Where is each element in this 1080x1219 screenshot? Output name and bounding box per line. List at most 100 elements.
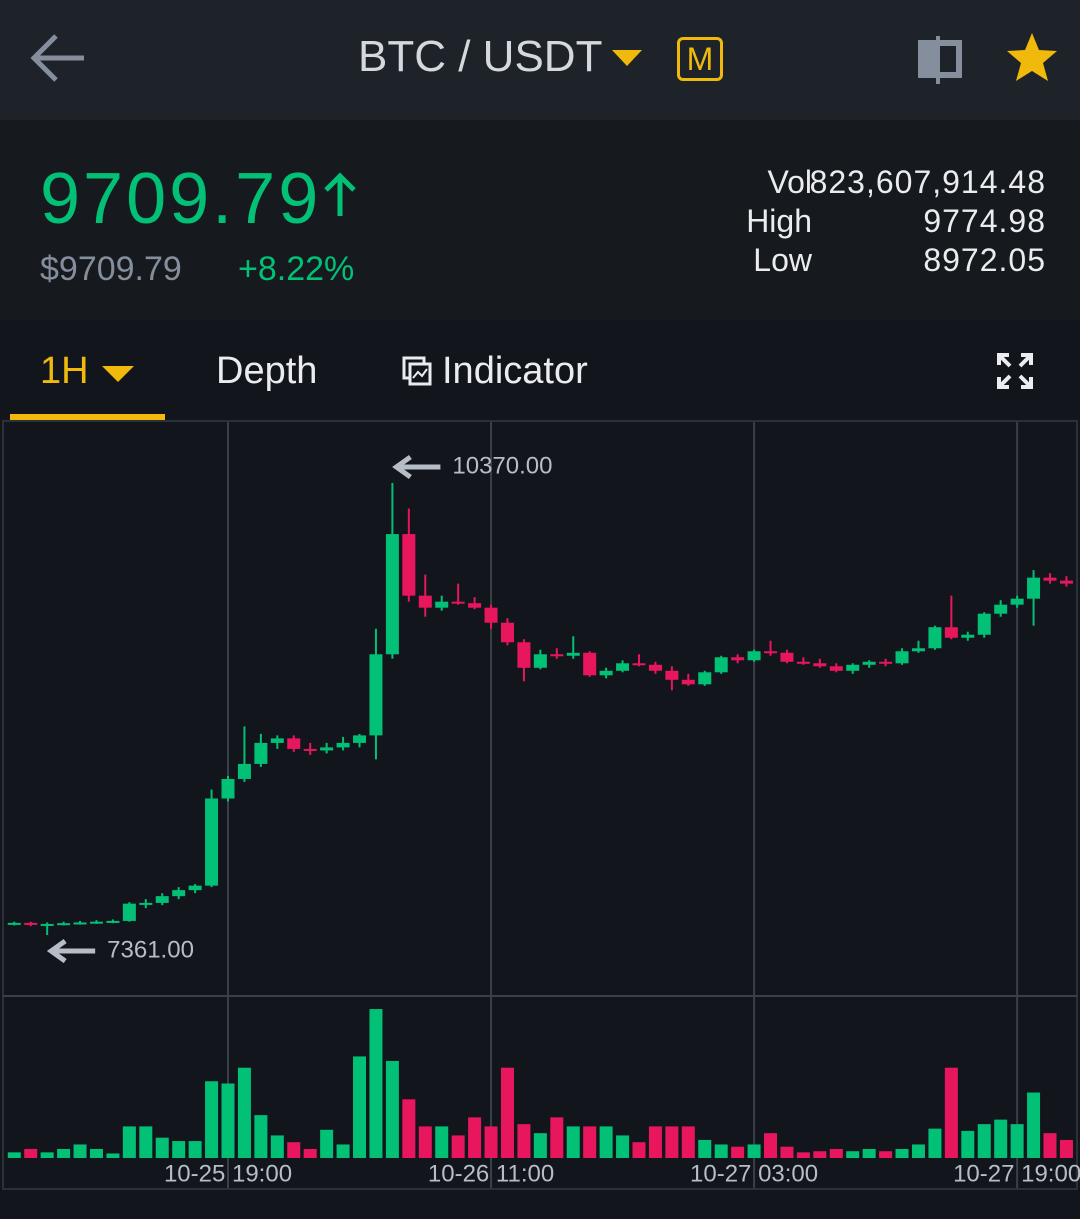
candle-body <box>846 664 860 671</box>
volume-bar <box>533 1133 547 1158</box>
volume-bar <box>796 1152 810 1158</box>
candle-body <box>747 651 761 661</box>
compare-icon[interactable] <box>914 34 966 86</box>
candle-body <box>205 798 219 886</box>
candle-body <box>320 747 334 751</box>
volume-bar <box>89 1148 103 1158</box>
candle-body <box>254 742 268 764</box>
volume-bar <box>336 1144 350 1158</box>
candle-body <box>698 672 712 685</box>
volume-bar <box>632 1142 646 1158</box>
x-tick-label: 10-27 03:00 <box>690 1160 818 1187</box>
candle-body <box>862 661 876 665</box>
indicator-tab[interactable]: Indicator <box>442 350 588 392</box>
candle-body <box>7 922 21 925</box>
volume-bar <box>994 1119 1008 1158</box>
candle-body <box>566 652 580 656</box>
candle-body <box>172 890 186 897</box>
volume-bar <box>205 1081 219 1158</box>
volume-bar <box>1010 1124 1024 1158</box>
header: BTC / USDT M <box>0 0 1080 120</box>
candle-body <box>994 604 1008 614</box>
candle-body <box>402 534 416 596</box>
volume-bar <box>320 1129 334 1158</box>
volume-bar <box>764 1133 778 1158</box>
candle-body <box>385 534 399 655</box>
high-price-arrow <box>392 454 441 480</box>
volume-bar <box>303 1148 317 1158</box>
volume-bar <box>1043 1133 1057 1158</box>
volume-bar <box>24 1148 38 1158</box>
candle-body <box>122 903 136 921</box>
pair-dropdown[interactable] <box>610 48 644 68</box>
volume-bar <box>287 1142 301 1158</box>
volume-bar <box>879 1151 893 1158</box>
margin-badge: M <box>677 37 723 81</box>
usd-price: $9709.79 <box>40 250 182 288</box>
back-button[interactable] <box>28 30 88 86</box>
volume-bar <box>172 1141 186 1158</box>
candle-body <box>764 651 778 654</box>
volume-bar <box>484 1126 498 1158</box>
candle-body <box>961 634 975 638</box>
volume-bar <box>698 1139 712 1158</box>
candle-body <box>155 896 169 903</box>
x-tick-label: 10-26 11:00 <box>428 1160 554 1187</box>
candle-body <box>188 885 202 891</box>
volume-bar <box>829 1148 843 1158</box>
volume-bar <box>402 1099 416 1158</box>
volume-bar <box>73 1144 87 1158</box>
volume-bar <box>500 1067 514 1158</box>
candle-body <box>911 648 925 652</box>
candle-body <box>106 920 120 923</box>
volume-bar <box>616 1135 630 1158</box>
volume-bar <box>435 1126 449 1158</box>
candle-body <box>1027 577 1041 599</box>
fullscreen-button[interactable] <box>996 352 1034 390</box>
volume-bar <box>681 1126 695 1158</box>
volume-bar <box>550 1117 564 1158</box>
volume-bar <box>451 1135 465 1158</box>
volume-bar <box>106 1153 120 1158</box>
candle-body <box>928 627 942 649</box>
volume-bar <box>846 1151 860 1158</box>
candle-body <box>270 738 284 743</box>
candle-body <box>303 748 317 751</box>
stat-value: 823,607,914.48 <box>809 164 1046 200</box>
low-price-label: 7361.00 <box>107 936 194 963</box>
volume-bar <box>155 1137 169 1158</box>
candle-body <box>40 923 54 926</box>
candle-body <box>550 654 564 657</box>
volume-bar <box>862 1148 876 1158</box>
stat-value: 9774.98 <box>923 203 1046 239</box>
indicator-icon <box>402 356 432 386</box>
candle-body <box>813 663 827 667</box>
volume-bar <box>928 1128 942 1158</box>
candle-body <box>418 595 432 608</box>
candle-body <box>944 627 958 638</box>
interval-tab[interactable]: 1H <box>40 350 89 392</box>
volume-bar <box>139 1126 153 1158</box>
depth-tab[interactable]: Depth <box>216 350 318 392</box>
favorite-star[interactable] <box>1004 30 1060 86</box>
candle-body <box>829 666 843 671</box>
candle-body <box>237 763 251 779</box>
volume-bar <box>1059 1139 1073 1158</box>
volume-bar <box>369 1009 383 1158</box>
candle-body <box>599 670 613 676</box>
candle-body <box>287 738 301 749</box>
ticker-panel: 9709.79 $9709.79 +8.22% Vol 823,607,914.… <box>0 120 1080 320</box>
candle-body <box>714 657 728 673</box>
candle-body <box>583 652 597 676</box>
pair-title[interactable]: BTC / USDT <box>358 32 603 81</box>
active-tab-underline <box>10 414 165 420</box>
low-price-arrow <box>46 939 96 964</box>
candle-body <box>533 654 547 668</box>
interval-dropdown[interactable] <box>100 364 136 384</box>
volume-bar <box>188 1141 202 1158</box>
x-tick-label: 10-25 19:00 <box>164 1160 292 1187</box>
volume-bar <box>665 1126 679 1158</box>
volume-bar <box>813 1151 827 1158</box>
candle-body <box>632 663 646 666</box>
